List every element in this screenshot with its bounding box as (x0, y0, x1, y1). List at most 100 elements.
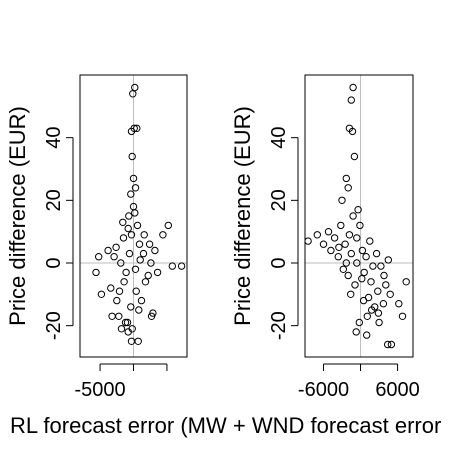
data-point (117, 259, 125, 267)
data-point (134, 337, 142, 345)
data-point (135, 240, 144, 248)
y-tick-label: 40 (43, 127, 65, 149)
data-point (124, 224, 132, 233)
data-point (140, 231, 148, 239)
data-point (363, 331, 371, 339)
data-point (335, 243, 343, 252)
data-point (366, 237, 374, 245)
data-point (131, 184, 140, 192)
data-point (127, 231, 136, 239)
data-point (313, 231, 321, 239)
data-point (132, 287, 140, 295)
data-point (147, 312, 156, 320)
data-point (350, 152, 359, 161)
data-point (347, 96, 355, 104)
data-point (334, 253, 342, 261)
data-point (168, 262, 177, 270)
data-point (358, 246, 367, 255)
data-point (363, 312, 371, 320)
data-point (374, 287, 382, 295)
data-point (337, 221, 345, 230)
data-point (115, 287, 124, 295)
plot-frame (79, 74, 188, 358)
data-point (384, 340, 392, 349)
x-tick-label: 6000 (375, 379, 420, 401)
data-point (330, 234, 339, 242)
data-point (108, 312, 116, 320)
data-point (122, 268, 130, 277)
data-point (159, 231, 167, 239)
data-point (133, 124, 141, 133)
y-axis-title: Price difference (EUR) (5, 106, 30, 326)
data-point (341, 240, 349, 248)
data-point (402, 278, 410, 286)
data-point (177, 262, 186, 270)
data-point (153, 268, 162, 277)
data-point (92, 268, 100, 277)
data-point (120, 278, 128, 286)
data-point (107, 284, 115, 292)
data-point (104, 246, 112, 255)
data-point (345, 231, 354, 239)
data-point (377, 262, 385, 270)
data-point (127, 127, 136, 136)
data-point (356, 221, 364, 230)
data-point (304, 237, 312, 245)
data-point (136, 256, 144, 264)
data-point (141, 278, 150, 286)
data-point (374, 309, 383, 317)
y-tick-label: 40 (268, 127, 290, 149)
data-point (127, 303, 135, 311)
data-point (342, 174, 350, 183)
data-point (125, 249, 134, 258)
data-point (110, 253, 118, 261)
x-tick-label: -5000 (74, 379, 125, 401)
data-point (369, 262, 377, 270)
data-point (125, 212, 133, 220)
data-point (121, 318, 130, 327)
x-tick-label: -6000 (298, 379, 349, 401)
data-point (95, 253, 103, 261)
data-point (349, 83, 357, 92)
data-point (137, 296, 146, 305)
y-tick-label: -20 (43, 311, 65, 340)
plot-frame (304, 74, 414, 358)
data-point (131, 83, 139, 92)
data-point (129, 90, 137, 98)
data-point (380, 271, 388, 280)
data-point (97, 290, 106, 298)
data-point (379, 300, 388, 308)
data-point (338, 196, 346, 205)
data-point (112, 243, 120, 252)
data-point (347, 290, 355, 298)
data-point (352, 328, 360, 336)
data-point (119, 218, 127, 227)
data-point (348, 127, 357, 136)
data-point (131, 265, 140, 273)
y-tick-label: 20 (268, 189, 290, 211)
data-point (123, 318, 132, 327)
data-point (324, 228, 333, 236)
data-point (129, 174, 138, 183)
data-point (342, 259, 350, 267)
data-point (372, 249, 381, 258)
data-point (115, 312, 123, 320)
data-point (144, 271, 152, 280)
data-point (119, 234, 128, 242)
data-point (395, 300, 403, 308)
data-point (128, 152, 136, 161)
data-point (147, 259, 155, 267)
data-point (375, 318, 383, 327)
y-tick-label: 0 (43, 257, 65, 268)
data-point (349, 212, 357, 220)
data-point (360, 268, 368, 277)
data-point (353, 234, 361, 242)
data-point (145, 240, 154, 248)
data-point (358, 275, 366, 283)
data-point (339, 265, 347, 273)
data-point (355, 318, 363, 327)
y-tick-label: 20 (43, 189, 65, 211)
data-point (354, 206, 362, 214)
data-point (139, 249, 148, 258)
data-point (367, 278, 375, 286)
